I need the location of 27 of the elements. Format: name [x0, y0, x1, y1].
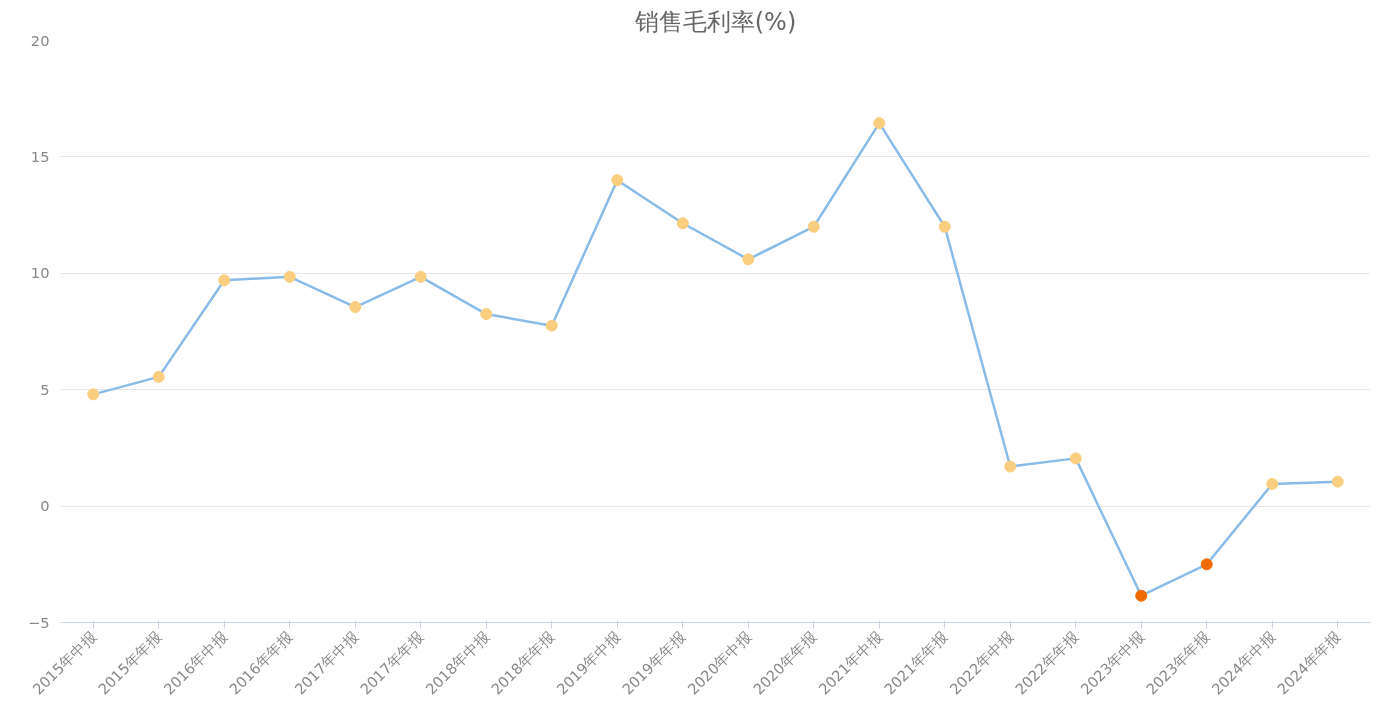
point	[1135, 589, 1148, 602]
point	[414, 270, 427, 283]
point	[938, 220, 951, 233]
point	[218, 274, 231, 287]
point	[152, 370, 165, 383]
point	[1331, 475, 1344, 488]
point	[480, 308, 493, 321]
y-tick-label: −5	[27, 613, 50, 631]
point	[1004, 460, 1017, 473]
point	[1200, 558, 1213, 571]
y-tick-label: 20	[30, 31, 50, 49]
point	[87, 388, 100, 401]
point	[1266, 477, 1279, 490]
y-tick-label: 10	[30, 264, 50, 282]
y-tick-label: 5	[40, 380, 50, 398]
point	[349, 301, 362, 314]
point	[1069, 452, 1082, 465]
y-tick-label: 0	[40, 497, 50, 515]
point	[807, 220, 820, 233]
y-tick-label: 15	[30, 147, 50, 165]
point	[676, 217, 689, 230]
point	[611, 174, 624, 187]
point	[545, 319, 558, 332]
point	[873, 117, 886, 130]
point	[742, 253, 755, 266]
chart-title: 销售毛利率(%)	[633, 7, 797, 36]
point	[283, 270, 296, 283]
